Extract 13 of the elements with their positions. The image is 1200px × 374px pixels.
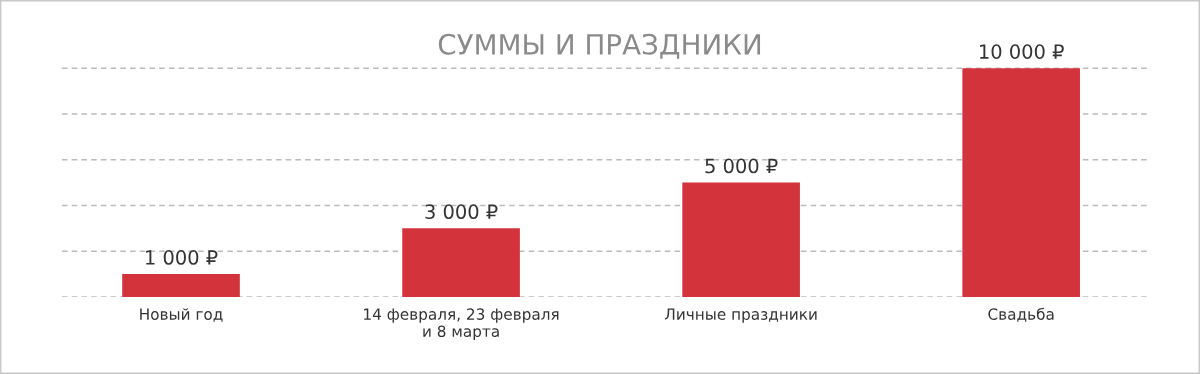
bar — [122, 274, 240, 297]
data-label: 3 000 ₽ — [425, 204, 498, 220]
x-tick-label: Новый год — [140, 308, 223, 322]
bar — [402, 228, 520, 297]
chart-title: СУММЫ И ПРАЗДНИКИ — [438, 33, 761, 59]
data-label: 1 000 ₽ — [146, 250, 218, 265]
x-tick-label: 14 февраля, 23 февраля и 8 марта — [364, 308, 559, 340]
data-label: 5 000 ₽ — [705, 158, 778, 174]
bar — [682, 182, 800, 297]
data-label: 10 000 ₽ — [980, 44, 1064, 59]
x-tick-label: Личные праздники — [664, 308, 817, 323]
x-tick-label: Свадьба — [988, 307, 1054, 322]
bar — [962, 68, 1080, 297]
